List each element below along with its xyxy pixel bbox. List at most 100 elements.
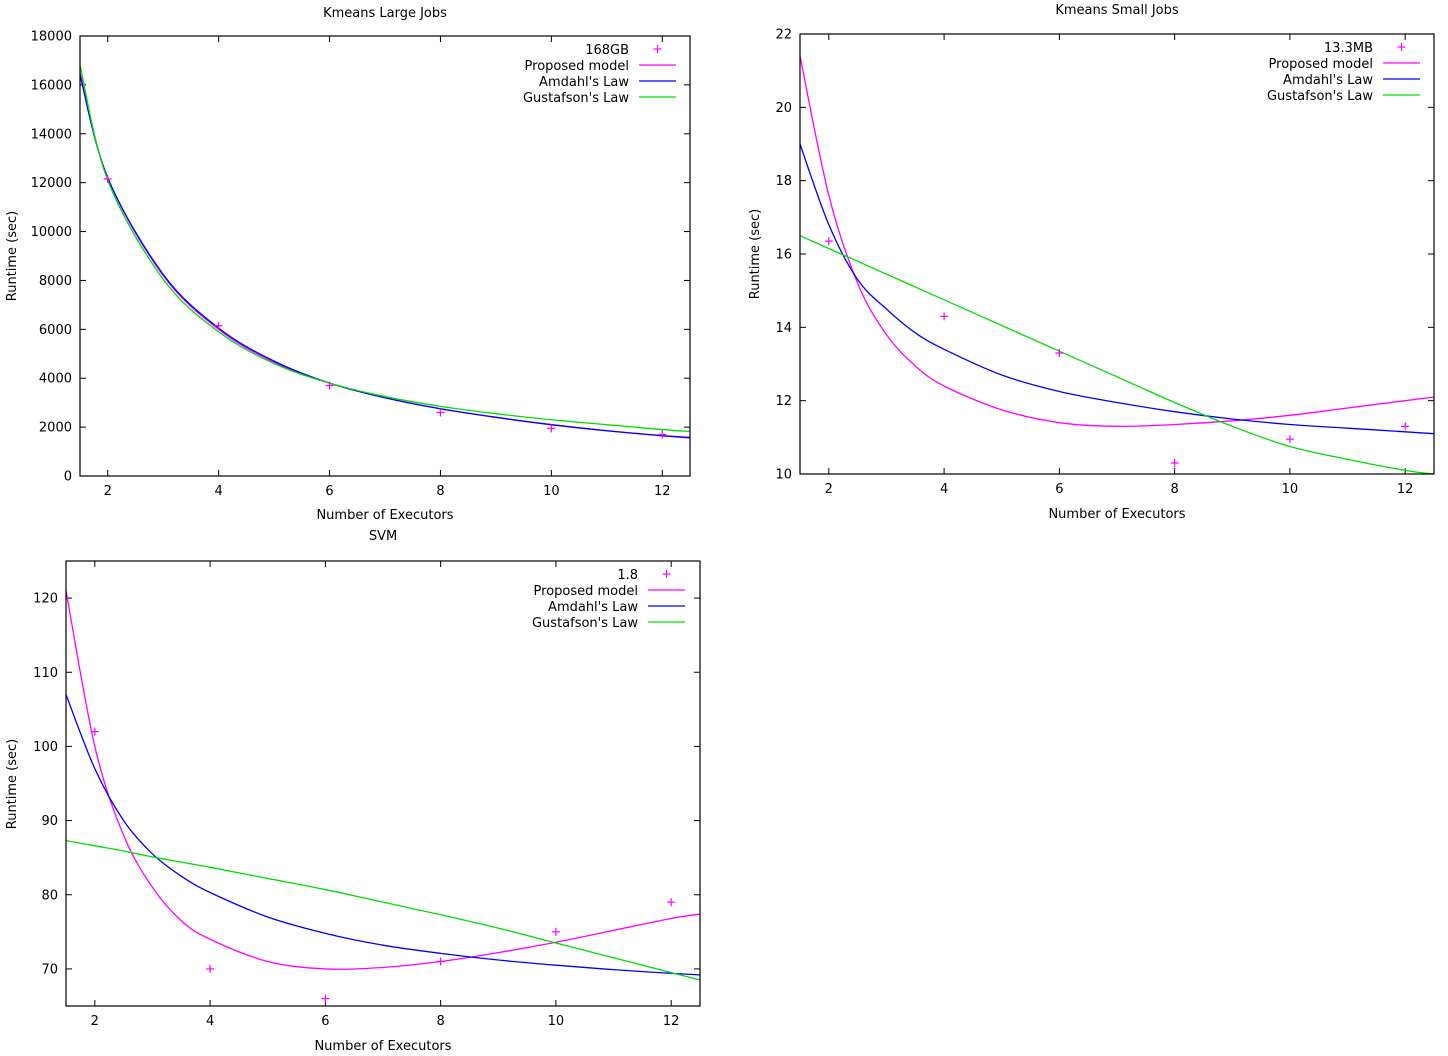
legend-label-amdahls-law: Amdahl's Law <box>548 600 638 615</box>
series-layer <box>80 65 690 439</box>
legend-label-proposed-model: Proposed model <box>1269 57 1373 72</box>
legend: 168GB Proposed model Amdahl's Law Gustaf… <box>523 43 676 106</box>
y-tick-label: 12 <box>775 394 792 409</box>
series-line-gustafson-s-law <box>66 839 700 981</box>
y-axis-label: Runtime (sec) <box>5 211 20 302</box>
series-line-proposed-model <box>800 55 1434 428</box>
y-tick-label: 12000 <box>31 176 72 191</box>
series-line-gustafson-s-law <box>80 65 690 433</box>
series-layer <box>66 590 700 981</box>
data-point <box>1285 435 1294 444</box>
x-tick-label: 6 <box>321 1014 329 1029</box>
x-tick-label: 8 <box>436 484 444 499</box>
series-line-proposed-model <box>80 72 690 439</box>
plot-frame <box>65 560 701 1007</box>
data-points <box>90 727 676 1003</box>
axis-ticks: 2 4 6 8 10 12 0 2000 4000 6000 8000 10000 12000 14000… <box>31 30 690 499</box>
legend-label-points: 1.8 <box>617 568 638 583</box>
x-tick-label: 10 <box>543 484 560 499</box>
y-axis-label: Runtime (sec) <box>5 739 20 830</box>
y-tick-label: 20 <box>775 101 792 116</box>
x-axis-label: Number of Executors <box>316 508 453 523</box>
legend-label-points: 168GB <box>585 43 629 58</box>
data-point <box>321 994 330 1003</box>
series-line-gustafson-s-law <box>800 235 1434 474</box>
legend-sample-points <box>1397 43 1406 51</box>
data-point <box>940 312 949 321</box>
y-tick-label: 6000 <box>39 323 72 338</box>
y-tick-label: 4000 <box>39 372 72 387</box>
x-tick-label: 4 <box>940 482 948 497</box>
y-tick-label: 18000 <box>31 30 72 45</box>
chart-kmeans-small-jobs: Kmeans Small Jobs Number of Executors Ru… <box>748 3 1435 522</box>
x-axis-label: Number of Executors <box>1048 507 1185 522</box>
y-tick-label: 22 <box>775 28 792 43</box>
x-tick-label: 10 <box>1282 482 1299 497</box>
data-points <box>824 237 1410 467</box>
y-tick-label: 90 <box>41 814 58 829</box>
x-tick-label: 2 <box>91 1014 99 1029</box>
x-tick-label: 12 <box>654 484 671 499</box>
legend-sample-points <box>662 570 671 578</box>
x-tick-label: 10 <box>548 1014 565 1029</box>
data-point <box>436 957 445 966</box>
y-tick-label: 14000 <box>31 127 72 142</box>
data-point <box>658 430 667 439</box>
legend-label-gustafsons-law: Gustafson's Law <box>523 91 629 106</box>
x-tick-label: 6 <box>1055 482 1063 497</box>
data-point <box>547 424 556 433</box>
legend-label-amdahls-law: Amdahl's Law <box>539 75 629 90</box>
chart-svm: SVM Number of Executors Runtime (sec) 2 4… <box>5 529 701 1054</box>
y-tick-label: 10 <box>775 468 792 483</box>
data-point <box>436 408 445 417</box>
series-layer <box>800 55 1434 474</box>
y-tick-label: 110 <box>33 666 58 681</box>
chart-title: Kmeans Large Jobs <box>323 6 447 21</box>
data-point <box>214 321 223 330</box>
data-point <box>103 175 112 183</box>
axis-ticks: 2 4 6 8 10 12 70 80 90 100 110 120 <box>33 561 700 1029</box>
x-axis-label: Number of Executors <box>314 1039 451 1054</box>
series-line-amdahl-s-law <box>80 74 690 439</box>
series-line-amdahl-s-law <box>800 143 1434 435</box>
legend: 1.8 Proposed model Amdahl's Law Gustafso… <box>532 568 685 631</box>
data-point <box>1055 349 1064 357</box>
data-point <box>667 898 676 907</box>
data-point <box>824 237 833 246</box>
legend-label-gustafsons-law: Gustafson's Law <box>532 616 638 631</box>
y-tick-label: 2000 <box>39 421 72 436</box>
legend: 13.3MB Proposed model Amdahl's Law Gusta… <box>1267 41 1420 104</box>
chart-title: SVM <box>369 529 397 544</box>
data-point <box>551 927 560 936</box>
plot-frame <box>799 33 1435 475</box>
x-tick-label: 8 <box>1170 482 1178 497</box>
legend-label-amdahls-law: Amdahl's Law <box>1283 73 1373 88</box>
data-points <box>103 175 667 439</box>
data-point <box>1170 459 1179 467</box>
legend-label-proposed-model: Proposed model <box>525 59 629 74</box>
plot-frame <box>79 35 691 477</box>
y-axis-label: Runtime (sec) <box>748 209 763 300</box>
x-tick-label: 8 <box>436 1014 444 1029</box>
data-point <box>325 381 334 390</box>
y-tick-label: 10000 <box>31 225 72 240</box>
y-tick-label: 70 <box>41 962 58 977</box>
legend-label-gustafsons-law: Gustafson's Law <box>1267 89 1373 104</box>
x-tick-label: 2 <box>825 482 833 497</box>
series-line-proposed-model <box>66 590 700 970</box>
y-tick-label: 80 <box>41 888 58 903</box>
x-tick-label: 4 <box>206 1014 214 1029</box>
data-point <box>206 964 215 973</box>
y-tick-label: 18 <box>775 174 792 189</box>
y-tick-label: 16 <box>775 248 792 263</box>
y-tick-label: 100 <box>33 740 58 755</box>
y-tick-label: 14 <box>775 321 792 336</box>
x-tick-label: 12 <box>1397 482 1414 497</box>
x-tick-label: 12 <box>663 1014 680 1029</box>
y-tick-label: 8000 <box>39 274 72 289</box>
x-tick-label: 4 <box>214 484 222 499</box>
y-tick-label: 120 <box>33 592 58 607</box>
legend-sample-points <box>653 45 662 53</box>
data-point <box>1401 422 1410 431</box>
